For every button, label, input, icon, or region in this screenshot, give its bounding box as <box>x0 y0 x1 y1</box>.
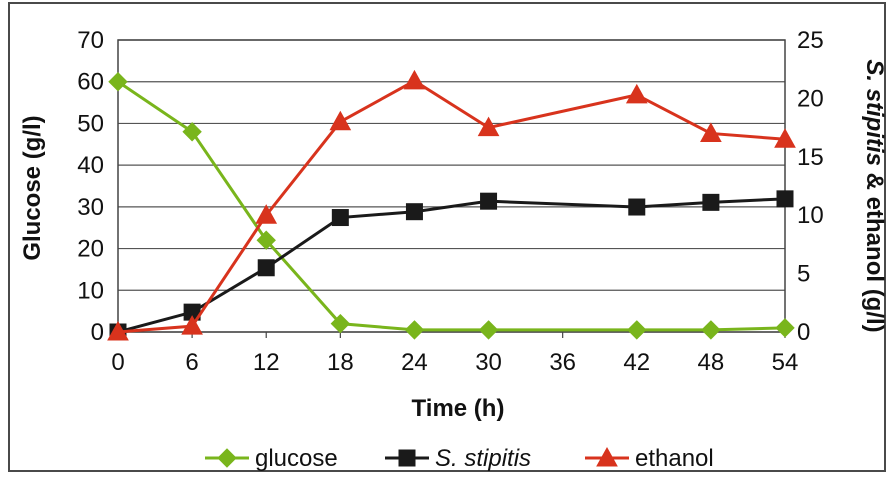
y-right-tick-label: 0 <box>797 319 810 346</box>
data-point-glucose <box>478 320 499 340</box>
x-axis-title: Time (h) <box>412 395 505 422</box>
data-point-glucose <box>256 230 276 250</box>
data-point-s-stipitis <box>257 259 275 277</box>
legend-label-ethanol: ethanol <box>635 445 714 472</box>
x-tick-label: 0 <box>111 349 124 376</box>
legend: glucose S. stipitis ethanol <box>205 445 714 472</box>
legend-item-s-stipitis: S. stipitis <box>385 445 531 472</box>
data-point-s-stipitis <box>405 203 423 221</box>
legend-swatch-marker <box>217 448 237 468</box>
y-left-tick-label: 70 <box>77 27 104 54</box>
x-tick-label: 30 <box>475 349 502 376</box>
series-ethanol <box>107 69 796 341</box>
y-left-tick-label: 50 <box>77 110 104 137</box>
y-right-tick-label: 25 <box>797 27 824 54</box>
y-axis-left-title: Glucose (g/l) <box>19 115 46 260</box>
data-point-ethanol <box>107 320 129 341</box>
y-left-tick-label: 40 <box>77 152 104 179</box>
y-left-tick-label: 60 <box>77 69 104 96</box>
y-right-tick-label: 10 <box>797 202 824 229</box>
legend-label-s-stipitis: S. stipitis <box>435 445 531 472</box>
data-point-s-stipitis <box>331 209 349 227</box>
x-tick-label: 54 <box>772 349 799 376</box>
x-tick-label: 6 <box>185 349 198 376</box>
data-point-ethanol <box>329 110 352 131</box>
legend-item-glucose: glucose <box>205 445 338 472</box>
data-point-s-stipitis <box>480 192 498 210</box>
y-left-tick-label: 10 <box>77 277 104 304</box>
chart-frame <box>8 2 886 472</box>
data-point-ethanol <box>625 83 648 104</box>
legend-swatch-marker <box>398 449 416 467</box>
data-point-ethanol <box>774 128 796 148</box>
x-tick-label: 36 <box>549 349 576 376</box>
data-point-glucose <box>108 72 128 92</box>
x-tick-label: 48 <box>698 349 725 376</box>
series-glucose <box>108 72 795 340</box>
y-right-tick-label: 5 <box>797 261 810 288</box>
y-axis-right-title-rest: & ethanol (g/l) <box>861 166 888 333</box>
data-point-s-stipitis <box>628 198 646 216</box>
data-point-glucose <box>404 320 425 340</box>
y-right-tick-label: 20 <box>797 85 824 112</box>
legend-label-glucose: glucose <box>255 445 338 472</box>
y-left-tick-label: 20 <box>77 236 104 263</box>
tick-labels: 0 6 12 18 24 30 36 42 48 54 0 10 20 30 40 50 60 70 0 5 10 15 2… <box>77 27 823 376</box>
series-line-s-stipitis <box>117 197 786 334</box>
data-point-glucose <box>627 320 647 340</box>
y-left-tick-label: 0 <box>91 319 104 346</box>
y-axis-right-title-italic: S. stipitis <box>861 59 888 166</box>
series-s-stipitis <box>109 190 794 341</box>
data-point-ethanol <box>181 315 203 335</box>
data-point-s-stipitis <box>776 190 794 208</box>
data-point-ethanol <box>255 204 278 224</box>
data-point-glucose <box>182 122 202 142</box>
x-tick-label: 18 <box>327 349 354 376</box>
data-point-glucose <box>330 313 351 334</box>
data-point-ethanol <box>477 116 500 137</box>
plot-area <box>117 39 786 333</box>
data-point-glucose <box>775 318 795 338</box>
y-left-tick-label: 30 <box>77 194 104 221</box>
y-axis-right-title: S. stipitis & ethanol (g/l) <box>861 59 888 332</box>
data-point-glucose <box>701 320 721 340</box>
data-point-ethanol <box>403 69 426 90</box>
data-point-ethanol <box>700 122 722 142</box>
y-right-tick-label: 15 <box>797 144 824 171</box>
x-tick-label: 42 <box>623 349 650 376</box>
x-tick-label: 12 <box>253 349 280 376</box>
series-layer <box>107 69 796 341</box>
x-tick-label: 24 <box>401 349 428 376</box>
legend-swatch-marker <box>596 446 618 467</box>
legend-item-ethanol: ethanol <box>585 445 714 472</box>
data-point-s-stipitis <box>702 193 720 211</box>
